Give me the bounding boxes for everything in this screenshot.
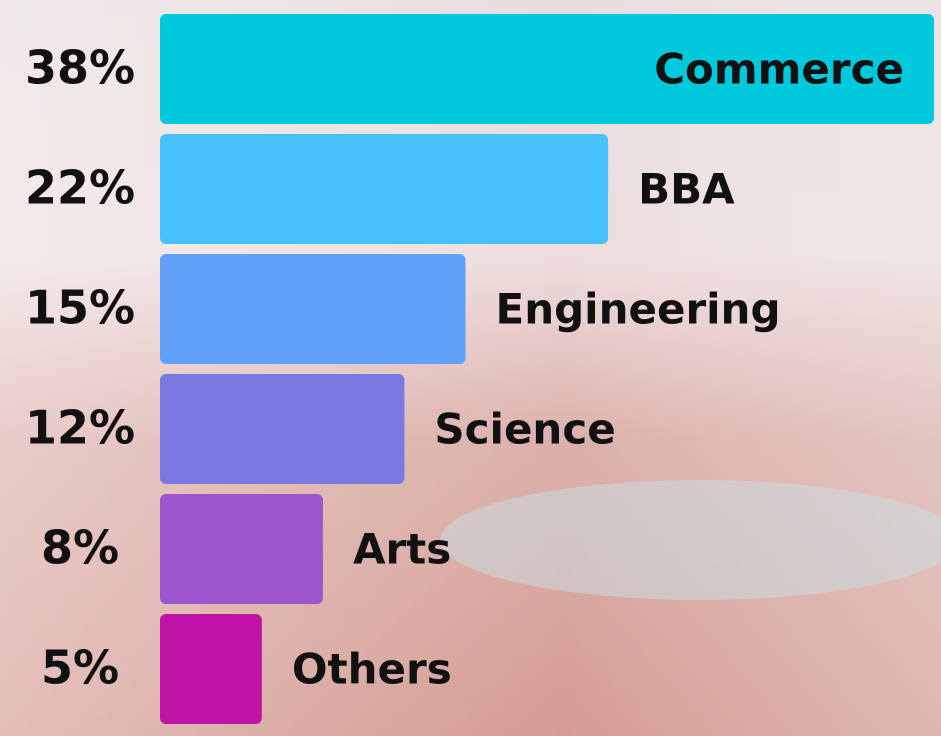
value-label: 5% [41,641,119,695]
background-pool [440,480,941,600]
category-label: BBA [638,165,735,214]
category-label: Science [434,405,615,454]
value-label: 15% [25,281,135,335]
value-label: 22% [25,161,135,215]
bar [160,254,466,364]
category-label: Others [292,645,452,694]
bar [160,374,405,484]
category-label: Arts [353,525,451,574]
value-label: 8% [41,521,119,575]
value-label: 12% [25,401,135,455]
value-label: 38% [25,41,135,95]
bar [160,494,323,604]
bar [160,14,934,124]
category-label: Engineering [496,285,781,334]
category-label: Commerce [654,45,904,94]
bar [160,134,609,244]
bar [160,614,262,724]
